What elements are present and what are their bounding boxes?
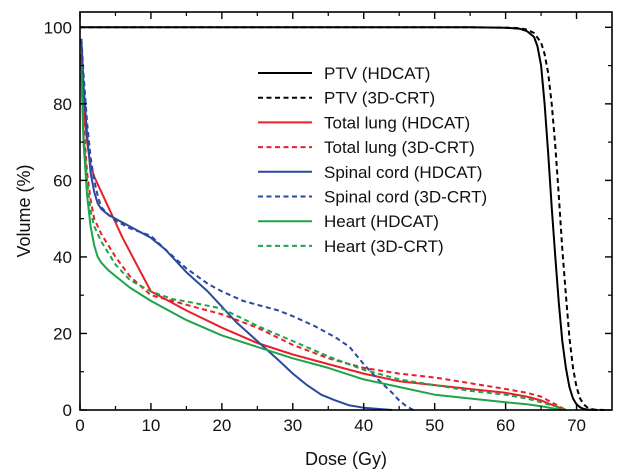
y-axis-title: Volume (%) xyxy=(14,164,34,257)
legend-label: Total lung (HDCAT) xyxy=(324,113,470,132)
y-tick-label: 80 xyxy=(53,95,72,114)
ticks-layer: 0 10 20 30 40 50 60 70 0 20 40 60 80 100 xyxy=(44,12,612,435)
y-tick-label: 40 xyxy=(53,248,72,267)
series-layer xyxy=(80,26,605,411)
series-line-6 xyxy=(80,38,414,411)
series-line-3 xyxy=(80,54,567,411)
x-tick-label: 30 xyxy=(283,416,302,435)
series-line-4 xyxy=(80,54,567,411)
series-line-7 xyxy=(80,73,563,411)
x-tick-label: 40 xyxy=(354,416,373,435)
y-tick-label: 20 xyxy=(53,324,72,343)
legend: PTV (HDCAT) PTV (3D-CRT) Total lung (HDCAT… xyxy=(258,64,487,256)
legend-label: Total lung (3D-CRT) xyxy=(324,138,475,157)
x-tick-label: 50 xyxy=(425,416,444,435)
y-tick-label: 0 xyxy=(63,401,72,420)
plot-frame xyxy=(79,11,613,411)
x-axis-title: Dose (Gy) xyxy=(305,449,387,469)
x-tick-label: 70 xyxy=(567,416,586,435)
x-tick-label: 0 xyxy=(75,416,84,435)
y-tick-label: 60 xyxy=(53,171,72,190)
legend-label: Heart (3D-CRT) xyxy=(324,237,444,256)
legend-label: Spinal cord (3D-CRT) xyxy=(324,188,487,207)
series-line-8 xyxy=(80,65,567,411)
legend-label: Heart (HDCAT) xyxy=(324,212,439,231)
x-tick-label: 60 xyxy=(496,416,515,435)
legend-label: Spinal cord (HDCAT) xyxy=(324,163,482,182)
y-tick-label: 100 xyxy=(44,18,72,37)
legend-label: PTV (HDCAT) xyxy=(324,64,430,83)
x-tick-label: 10 xyxy=(141,416,160,435)
legend-label: PTV (3D-CRT) xyxy=(324,89,435,108)
axes-layer xyxy=(79,11,613,411)
x-tick-label: 20 xyxy=(212,416,231,435)
series-line-5 xyxy=(80,38,393,411)
series-line-2 xyxy=(80,26,605,411)
